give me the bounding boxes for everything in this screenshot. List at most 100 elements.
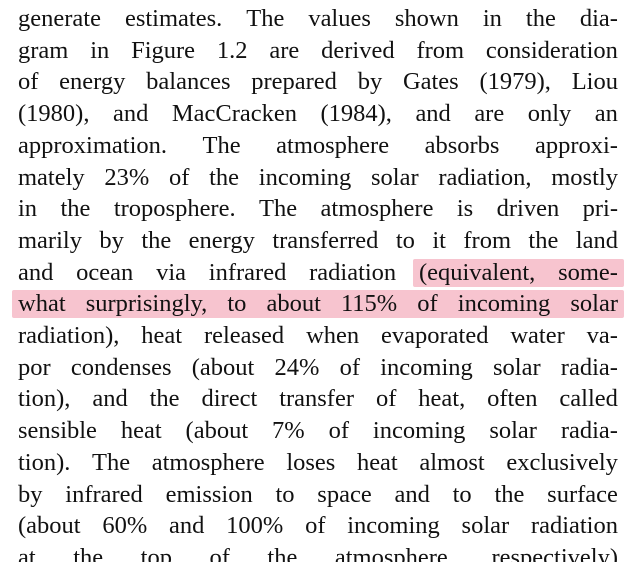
word: The xyxy=(259,195,298,223)
word: and xyxy=(92,385,128,413)
word: atmosphere xyxy=(151,448,265,476)
word: The xyxy=(92,448,131,476)
word: balances xyxy=(146,68,231,96)
word: (about xyxy=(185,417,249,445)
word: and xyxy=(169,512,205,540)
text-line: generate estimates. The values shown in the dia… xyxy=(18,3,618,35)
word: by xyxy=(99,226,124,254)
text-line: approximation. The atmosphere absorbs approx… xyxy=(18,130,618,162)
word: The xyxy=(246,5,285,32)
word: from xyxy=(416,36,465,64)
highlighted-word: (equivalent, xyxy=(418,258,536,286)
word: driven xyxy=(496,195,560,223)
word: the xyxy=(267,543,298,562)
word: (1979), xyxy=(479,68,551,96)
word: tion). xyxy=(18,448,71,476)
text-line: of energy balances prepared by Gates (1979), Li… xyxy=(18,66,618,98)
word: 100% xyxy=(226,512,284,540)
word: the xyxy=(73,543,104,562)
text-line: sensible heat (about 7% of incoming solar radia… xyxy=(18,415,618,447)
word: the xyxy=(141,226,172,254)
word: (about xyxy=(191,353,255,381)
word: water xyxy=(510,322,565,349)
word: incoming xyxy=(372,417,466,445)
word: land xyxy=(575,226,618,254)
word: the xyxy=(60,195,91,223)
highlighted-word: surprisingly, xyxy=(85,290,208,318)
word: shown xyxy=(394,5,459,32)
word: atmosphere xyxy=(320,195,434,223)
highlight-band xyxy=(12,290,624,318)
word: solar xyxy=(371,163,419,191)
text-line: and ocean via infrared radiation (equivalent,… xyxy=(18,257,618,289)
word: sensible xyxy=(18,417,97,445)
word: and xyxy=(415,100,451,128)
word: called xyxy=(559,385,618,413)
word: Figure xyxy=(131,36,196,64)
word: condenses xyxy=(70,353,172,381)
text-line: marily by the energy transferred to it from the l… xyxy=(18,225,618,257)
word: of xyxy=(375,385,397,413)
word: dia- xyxy=(579,5,618,32)
word: MacCracken xyxy=(171,100,297,128)
word: heat, xyxy=(418,385,466,413)
word: approxi- xyxy=(534,131,618,159)
word: of xyxy=(18,68,39,96)
word: absorbs xyxy=(424,131,500,159)
word: space xyxy=(317,480,372,508)
text-line: radiation), heat released when evaporated wat… xyxy=(18,320,618,352)
text-line: at the top of the atmosphere, respectively) xyxy=(18,542,618,562)
word: incoming xyxy=(347,512,440,540)
word: it xyxy=(432,226,446,254)
word: from xyxy=(463,226,511,254)
word: of xyxy=(339,353,361,381)
word: evaporated xyxy=(381,322,489,349)
word: in xyxy=(18,195,38,223)
word: the xyxy=(209,163,240,191)
text-line: (about 60% and 100% of incoming solar radiation xyxy=(18,510,618,542)
word: ocean xyxy=(76,258,134,286)
word: by xyxy=(357,68,383,96)
word: heat xyxy=(141,322,183,349)
text-line: gram in Figure 1.2 are derived from considerati… xyxy=(18,35,618,67)
word: in xyxy=(90,36,110,64)
word: the xyxy=(525,5,556,32)
text-line: (1980), and MacCracken (1984), and are only an xyxy=(18,98,618,130)
word: transfer xyxy=(279,385,355,413)
word: the xyxy=(528,226,559,254)
word: pri- xyxy=(582,195,618,223)
word: radiation xyxy=(309,258,397,286)
word: va- xyxy=(586,322,618,349)
text-line: por condenses (about 24% of incoming solar radi… xyxy=(18,352,618,384)
word: and xyxy=(18,258,54,286)
word: an xyxy=(594,100,618,128)
word: tion), xyxy=(18,385,71,413)
word: The xyxy=(202,131,241,159)
highlighted-word: some- xyxy=(558,258,618,286)
word: top xyxy=(140,543,172,562)
word: radiation, xyxy=(438,163,532,191)
word: solar xyxy=(492,353,541,381)
word: of xyxy=(209,543,230,562)
highlighted-word: about xyxy=(266,290,321,318)
text-line: tion), and the direct transfer of heat, often ca… xyxy=(18,383,618,415)
word: incoming xyxy=(258,163,352,191)
word: the xyxy=(494,480,525,508)
highlighted-word: 115% xyxy=(340,290,398,318)
word: prepared xyxy=(251,68,337,96)
word: exclusively xyxy=(506,448,618,476)
word: atmosphere xyxy=(276,131,390,159)
word: mately xyxy=(18,163,85,191)
highlight-band xyxy=(412,259,624,287)
word: to xyxy=(395,226,415,254)
word: marily xyxy=(18,226,82,254)
word: values xyxy=(308,5,371,32)
word: 1.2 xyxy=(216,36,248,64)
word: to xyxy=(275,480,295,508)
word: of xyxy=(328,417,349,445)
word: 60% xyxy=(102,512,148,540)
word: mostly xyxy=(551,163,618,191)
word: Gates xyxy=(402,68,459,96)
word: the xyxy=(149,385,180,413)
word: of xyxy=(305,512,326,540)
